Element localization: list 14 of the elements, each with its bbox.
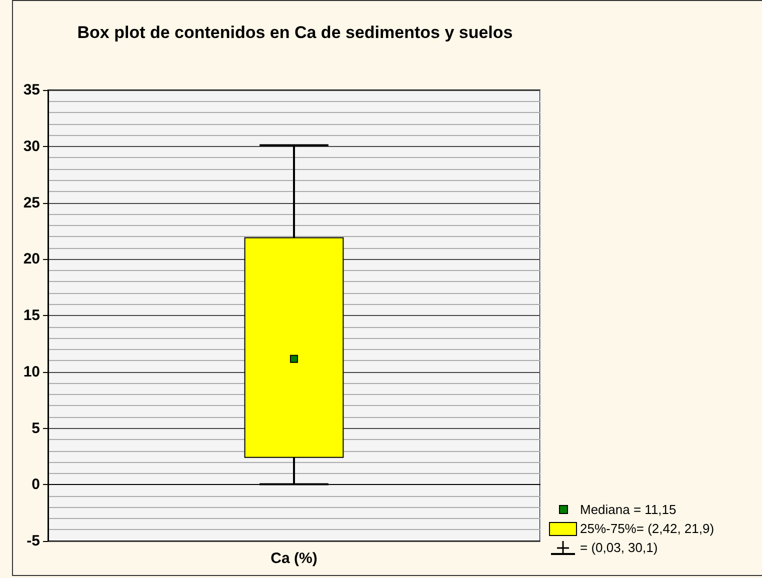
y-tick-label: -5: [26, 532, 40, 550]
text: = (0,03, 30,1): [580, 540, 658, 555]
x-tick-label: Ca (%): [270, 550, 318, 567]
y-tick-label: 20: [23, 250, 40, 268]
y-tick-label: 5: [32, 420, 40, 437]
y-tick-label: 25: [23, 194, 40, 212]
y-tick-label: 10: [23, 363, 40, 380]
chart-title: Box plot de contenidos en Ca de sedimentos y suelos: [76, 22, 514, 44]
y-tick-label: 15: [23, 307, 40, 324]
y-tick-label: 0: [32, 476, 40, 494]
y-tick-label: 35: [23, 82, 40, 98]
text: 25%-75%= (2,42, 21,9): [580, 521, 714, 536]
y-tick-label: 30: [23, 138, 40, 155]
text: Mediana = 11,15: [580, 502, 676, 517]
